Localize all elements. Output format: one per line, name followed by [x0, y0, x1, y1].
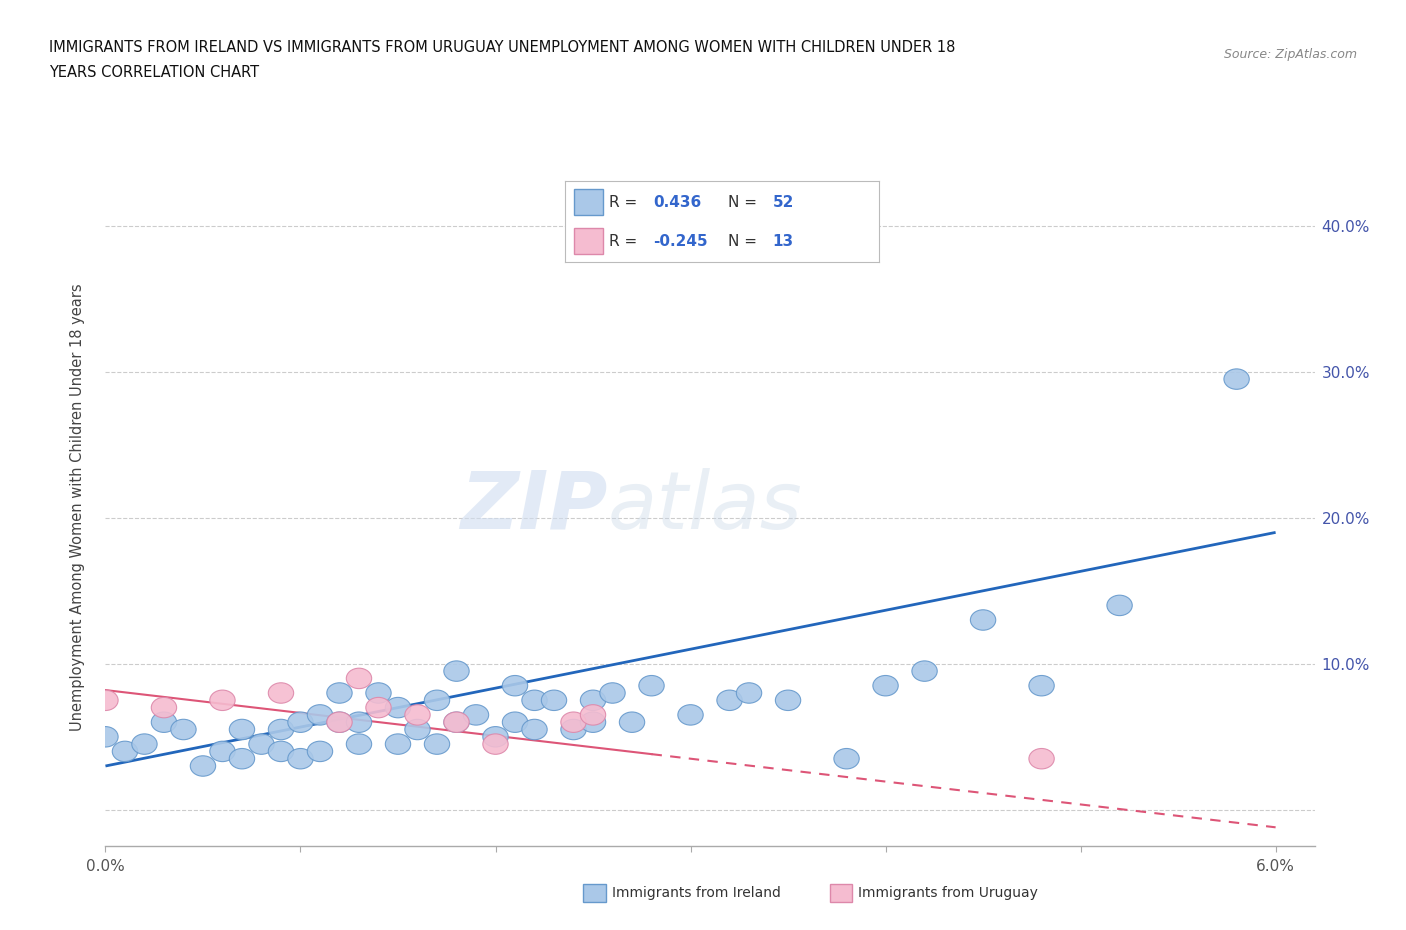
Text: Source: ZipAtlas.com: Source: ZipAtlas.com: [1223, 48, 1357, 61]
Ellipse shape: [444, 712, 470, 733]
Ellipse shape: [152, 712, 177, 733]
Ellipse shape: [502, 712, 527, 733]
Ellipse shape: [581, 690, 606, 711]
Ellipse shape: [405, 719, 430, 739]
Ellipse shape: [717, 690, 742, 711]
Ellipse shape: [93, 690, 118, 711]
Ellipse shape: [775, 690, 801, 711]
Ellipse shape: [444, 712, 470, 733]
Ellipse shape: [581, 705, 606, 725]
Ellipse shape: [308, 741, 333, 762]
Ellipse shape: [209, 690, 235, 711]
Ellipse shape: [132, 734, 157, 754]
Ellipse shape: [385, 734, 411, 754]
Ellipse shape: [385, 698, 411, 718]
Text: YEARS CORRELATION CHART: YEARS CORRELATION CHART: [49, 65, 259, 80]
Ellipse shape: [346, 668, 371, 688]
Ellipse shape: [346, 734, 371, 754]
Ellipse shape: [405, 705, 430, 725]
Ellipse shape: [425, 734, 450, 754]
Ellipse shape: [1029, 749, 1054, 769]
Ellipse shape: [502, 675, 527, 696]
Text: Immigrants from Uruguay: Immigrants from Uruguay: [858, 885, 1038, 900]
Ellipse shape: [229, 749, 254, 769]
Ellipse shape: [464, 705, 489, 725]
Ellipse shape: [1029, 675, 1054, 696]
Ellipse shape: [1225, 369, 1250, 390]
Ellipse shape: [482, 734, 508, 754]
Ellipse shape: [912, 661, 938, 682]
Ellipse shape: [522, 719, 547, 739]
Ellipse shape: [93, 726, 118, 747]
Ellipse shape: [482, 726, 508, 747]
Ellipse shape: [834, 749, 859, 769]
Ellipse shape: [112, 741, 138, 762]
Ellipse shape: [190, 756, 215, 777]
Ellipse shape: [1107, 595, 1132, 616]
Text: Immigrants from Ireland: Immigrants from Ireland: [612, 885, 780, 900]
Ellipse shape: [269, 741, 294, 762]
Ellipse shape: [326, 712, 352, 733]
Ellipse shape: [638, 675, 664, 696]
Ellipse shape: [522, 690, 547, 711]
Ellipse shape: [561, 719, 586, 739]
Ellipse shape: [326, 683, 352, 703]
Ellipse shape: [541, 690, 567, 711]
Y-axis label: Unemployment Among Women with Children Under 18 years: Unemployment Among Women with Children U…: [70, 283, 84, 731]
Ellipse shape: [170, 719, 197, 739]
Ellipse shape: [152, 698, 177, 718]
Ellipse shape: [366, 698, 391, 718]
Ellipse shape: [678, 705, 703, 725]
Ellipse shape: [581, 712, 606, 733]
Ellipse shape: [600, 683, 626, 703]
Ellipse shape: [620, 712, 645, 733]
Ellipse shape: [737, 683, 762, 703]
Ellipse shape: [209, 741, 235, 762]
Ellipse shape: [873, 675, 898, 696]
Ellipse shape: [366, 683, 391, 703]
Ellipse shape: [561, 712, 586, 733]
Text: IMMIGRANTS FROM IRELAND VS IMMIGRANTS FROM URUGUAY UNEMPLOYMENT AMONG WOMEN WITH: IMMIGRANTS FROM IRELAND VS IMMIGRANTS FR…: [49, 40, 956, 55]
Ellipse shape: [229, 719, 254, 739]
Text: ZIP: ZIP: [460, 468, 607, 546]
Ellipse shape: [249, 734, 274, 754]
Ellipse shape: [444, 661, 470, 682]
Ellipse shape: [346, 712, 371, 733]
Ellipse shape: [288, 712, 314, 733]
Ellipse shape: [308, 705, 333, 725]
Ellipse shape: [425, 690, 450, 711]
Ellipse shape: [269, 683, 294, 703]
Ellipse shape: [269, 719, 294, 739]
Ellipse shape: [970, 610, 995, 631]
Text: atlas: atlas: [607, 468, 801, 546]
Ellipse shape: [326, 712, 352, 733]
Ellipse shape: [288, 749, 314, 769]
